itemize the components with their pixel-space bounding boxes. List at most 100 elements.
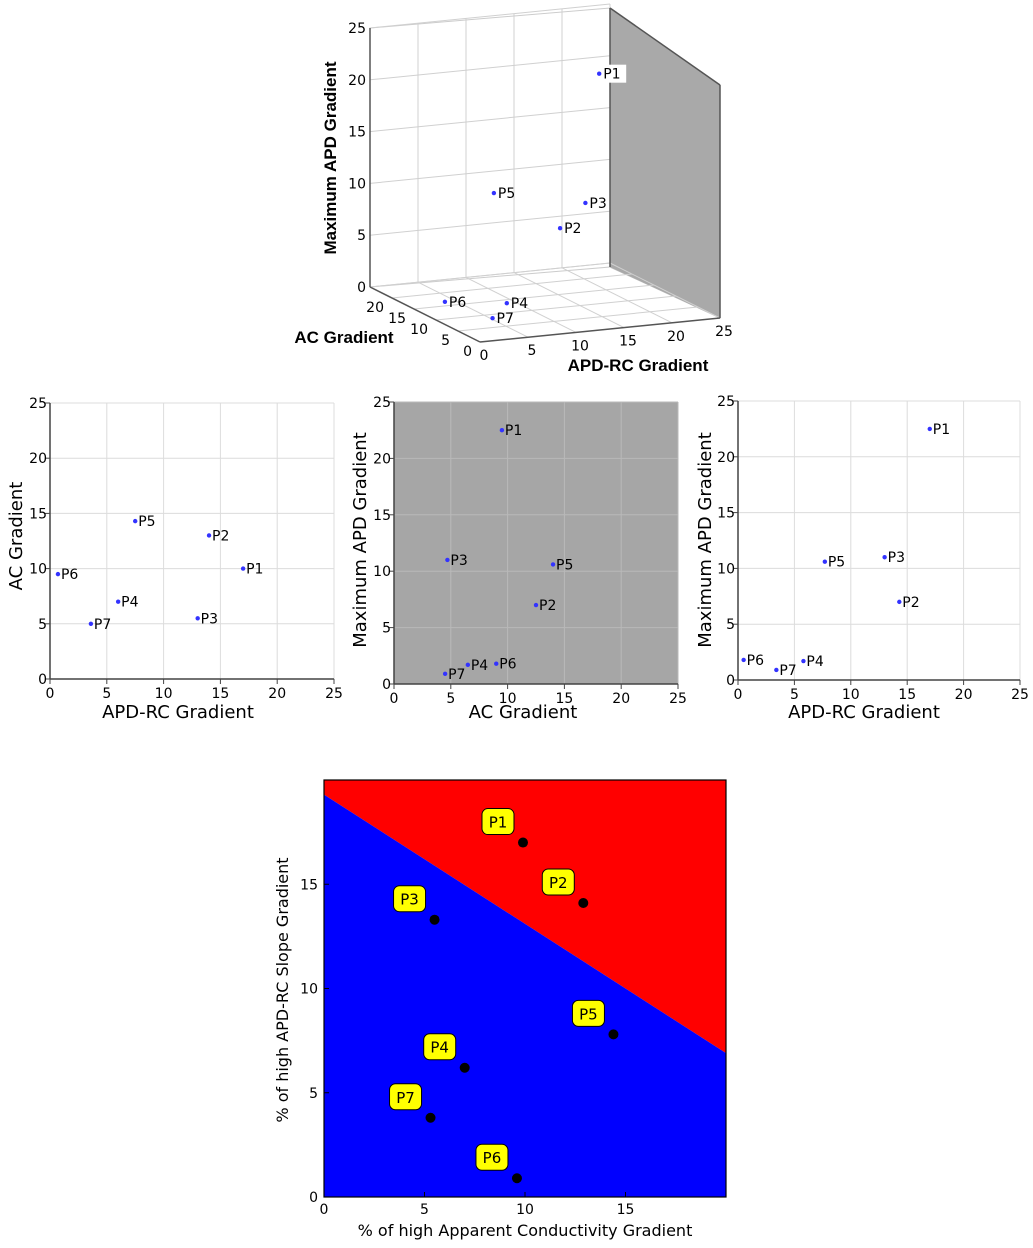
y-tick-label: 5 xyxy=(726,617,735,633)
x-tick-label: 0 xyxy=(390,691,399,707)
ticks-1: 0 5 10 15 20 25 0 5 10 15 20 25 xyxy=(29,396,343,702)
grid-3d-line xyxy=(413,284,655,310)
z-tick-label: 25 xyxy=(348,21,366,37)
y-tick-label: 15 xyxy=(373,508,391,524)
xlabel-4: % of high Apparent Conductivity Gradient xyxy=(358,1221,693,1240)
x-tick-label: 20 xyxy=(268,686,286,702)
grid-2 xyxy=(393,401,679,685)
grid-3d-line xyxy=(417,281,529,338)
grid-3d-line xyxy=(369,55,611,81)
point-p5 xyxy=(550,562,556,567)
x-tick-label: 15 xyxy=(619,334,637,350)
ylabel-1: AC Gradient xyxy=(6,482,27,591)
label-bg xyxy=(602,64,627,83)
point-label: P5 xyxy=(498,186,515,202)
back-wall-left xyxy=(369,7,611,288)
point-p7 xyxy=(490,316,495,321)
point-label: P3 xyxy=(201,611,218,627)
point-label: P2 xyxy=(564,221,581,237)
x-tick-label: 25 xyxy=(1011,687,1029,703)
point-p7 xyxy=(774,667,779,673)
point-label-box xyxy=(481,808,515,836)
point-label: P6 xyxy=(499,657,516,673)
y-tick-label: 0 xyxy=(463,344,472,360)
point-label-box xyxy=(393,885,427,913)
point-p3 xyxy=(882,555,887,560)
point-label: P3 xyxy=(450,553,467,569)
y-tick-label: 25 xyxy=(373,395,391,411)
point-p4 xyxy=(459,1062,470,1073)
chart-classification: 0 5 10 15 0 5 10 15 P1 P2 P3 P4 P5 P6 P7 % of high Ap… xyxy=(273,779,727,1240)
y-tick-label: 10 xyxy=(717,561,735,577)
xlabel-3d: APD-RC Gradient xyxy=(568,356,709,375)
point-p4 xyxy=(504,301,509,306)
point-p1 xyxy=(517,837,528,848)
grid-3d-line xyxy=(465,276,577,333)
point-p6 xyxy=(494,661,499,666)
zlabel-3d: Maximum APD Gradient xyxy=(321,61,340,254)
point-label: P1 xyxy=(933,422,950,438)
x-tick-label: 10 xyxy=(155,686,173,702)
point-label: P1 xyxy=(603,67,620,83)
point-p7 xyxy=(88,621,94,626)
point-label: P2 xyxy=(539,598,556,614)
chart-ac-vs-maxapd: 0 5 10 15 20 25 0 5 10 15 20 25 P1 P2 P3 P4 P5 P6 P7 AC G… xyxy=(350,395,687,723)
y-tick-label: 15 xyxy=(300,877,318,893)
y-tick-label: 20 xyxy=(373,451,391,467)
point-label: P2 xyxy=(212,528,229,544)
ylabel-3: Maximum APD Gradient xyxy=(695,432,716,648)
point-p5 xyxy=(822,559,828,564)
point-label: P5 xyxy=(579,1005,598,1023)
point-p5 xyxy=(608,1029,619,1040)
x-tick-label: 0 xyxy=(734,687,743,703)
point-label: P6 xyxy=(747,653,764,669)
chart-apdrc-vs-maxapd: 0 5 10 15 20 25 0 5 10 15 20 25 P1 P2 P3 P4 P5 P6 P7 APD-… xyxy=(695,394,1029,723)
x-tick-label: 10 xyxy=(516,1202,534,1218)
point-p7 xyxy=(442,671,448,677)
z-tick-label: 20 xyxy=(348,73,366,89)
x-tick-label: 5 xyxy=(420,1202,429,1218)
point-label-box xyxy=(541,868,575,896)
grid-3d-line xyxy=(391,273,633,299)
y-tick-label: 25 xyxy=(717,394,735,410)
grid-3d-line xyxy=(457,306,699,332)
point-p3 xyxy=(583,200,588,206)
point-label: P4 xyxy=(430,1039,449,1057)
plot-area-1 xyxy=(50,403,334,679)
ticks-4: 0 5 10 15 0 5 10 15 xyxy=(300,877,634,1218)
x-tick-label: 15 xyxy=(898,687,916,703)
x-tick-label: 15 xyxy=(617,1202,635,1218)
grid-3d-line xyxy=(369,262,611,288)
points-3d: P1 P2 P3 P4 P5 P6 P7 xyxy=(442,64,627,327)
points-4: P1 P2 P3 P4 P5 P6 P7 xyxy=(389,808,619,1184)
point-p4 xyxy=(801,658,806,664)
y-tick-label: 0 xyxy=(726,673,735,689)
point-p3 xyxy=(445,557,450,563)
z-tick-label: 10 xyxy=(348,176,366,192)
grid-3d-line xyxy=(561,267,673,324)
y-tick-label: 25 xyxy=(29,396,47,412)
point-p7 xyxy=(425,1112,436,1123)
y-tick-label: 10 xyxy=(373,564,391,580)
point-label: P5 xyxy=(138,514,155,530)
point-label-box xyxy=(423,1033,457,1061)
point-p2 xyxy=(578,898,589,909)
grid-1 xyxy=(49,402,335,680)
point-label: P6 xyxy=(483,1149,502,1167)
point-label: P6 xyxy=(61,567,78,583)
y-tick-label: 20 xyxy=(366,300,384,316)
x-tick-label: 10 xyxy=(571,338,589,354)
point-label: P7 xyxy=(448,667,465,683)
point-p5 xyxy=(491,190,497,196)
point-p6 xyxy=(55,571,61,577)
ticks-3: 0 5 10 15 20 25 0 5 10 15 20 25 xyxy=(717,394,1029,703)
grid-3d-line xyxy=(369,158,611,184)
back-wall-shaded xyxy=(610,8,720,318)
grid-3d-line xyxy=(369,3,611,29)
xlabel-1: APD-RC Gradient xyxy=(102,702,254,723)
y-tick-label: 15 xyxy=(29,506,47,522)
point-p2 xyxy=(897,599,902,605)
ylabel-2: Maximum APD Gradient xyxy=(350,432,371,648)
